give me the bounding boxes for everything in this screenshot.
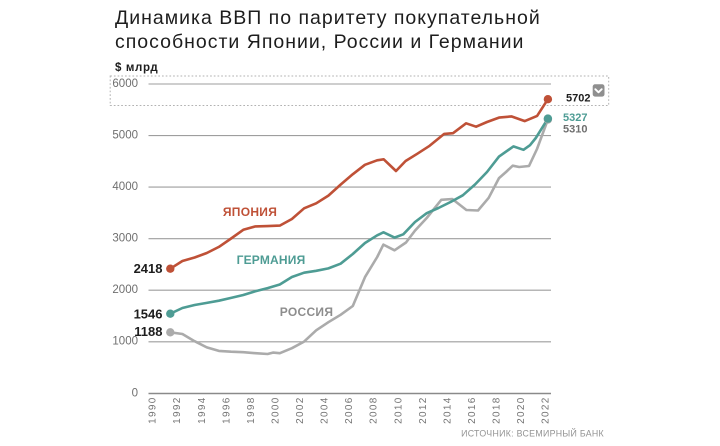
svg-text:5327: 5327 [563, 112, 587, 124]
svg-text:$ млрд: $ млрд [115, 62, 158, 74]
svg-text:5702: 5702 [566, 93, 590, 105]
svg-text:ЯПОНИЯ: ЯПОНИЯ [223, 205, 277, 219]
svg-text:РОССИЯ: РОССИЯ [280, 305, 334, 319]
svg-text:1996: 1996 [221, 396, 232, 423]
svg-text:2006: 2006 [344, 396, 355, 423]
svg-text:5000: 5000 [112, 129, 138, 141]
svg-text:2014: 2014 [442, 396, 453, 423]
svg-text:5310: 5310 [563, 124, 587, 136]
svg-text:1000: 1000 [112, 336, 138, 348]
svg-text:2022: 2022 [541, 396, 552, 423]
svg-text:1992: 1992 [172, 396, 183, 423]
svg-text:1994: 1994 [197, 396, 208, 423]
svg-text:ИСТОЧНИК: ВСЕМИРНЫЙ БАНК: ИСТОЧНИК: ВСЕМИРНЫЙ БАНК [461, 427, 604, 438]
svg-text:2010: 2010 [393, 396, 404, 423]
svg-text:1546: 1546 [134, 306, 163, 321]
svg-text:2012: 2012 [418, 396, 429, 423]
svg-text:2000: 2000 [271, 396, 282, 423]
svg-text:2016: 2016 [467, 396, 478, 423]
svg-text:2020: 2020 [516, 396, 527, 423]
svg-text:2002: 2002 [295, 396, 306, 423]
svg-text:3000: 3000 [112, 233, 138, 245]
svg-text:1188: 1188 [134, 324, 162, 339]
svg-text:2008: 2008 [369, 396, 380, 423]
svg-text:1990: 1990 [148, 396, 159, 423]
svg-text:2418: 2418 [134, 261, 163, 276]
svg-text:4000: 4000 [112, 181, 138, 193]
svg-text:6000: 6000 [112, 78, 138, 90]
svg-text:2018: 2018 [492, 396, 503, 423]
svg-text:1998: 1998 [246, 396, 257, 423]
svg-text:ГЕРМАНИЯ: ГЕРМАНИЯ [237, 253, 306, 267]
svg-text:2000: 2000 [112, 284, 138, 296]
svg-text:0: 0 [132, 388, 138, 400]
svg-text:2004: 2004 [320, 396, 331, 423]
